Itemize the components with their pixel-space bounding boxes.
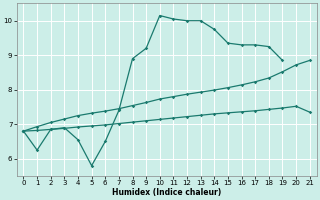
X-axis label: Humidex (Indice chaleur): Humidex (Indice chaleur)	[112, 188, 221, 197]
